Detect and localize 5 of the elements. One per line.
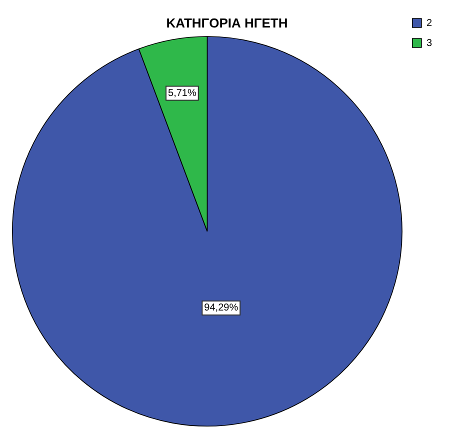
legend-label: 3 [426, 38, 432, 49]
legend-label: 2 [426, 18, 432, 29]
chart-title: ΚΑΤΗΓΟΡΙΑ ΗΓΕΤΗ [166, 15, 288, 30]
data-label: 5,71% [168, 88, 196, 100]
data-label: 94,29% [204, 302, 238, 314]
